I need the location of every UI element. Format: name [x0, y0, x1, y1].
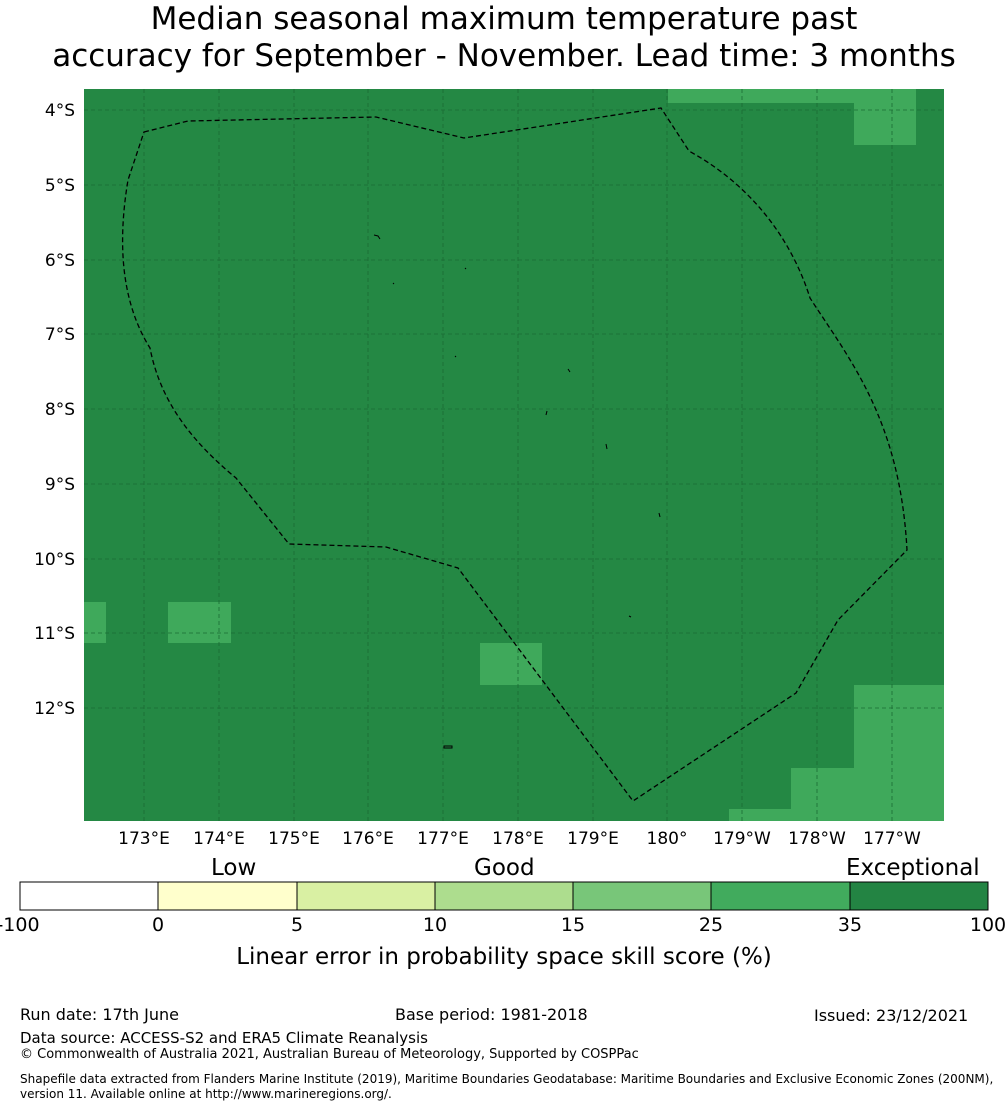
- colorbar-segment: [296, 881, 436, 911]
- eez-boundary: [121, 107, 908, 802]
- island: [464, 267, 467, 270]
- lon-label: 176°E: [342, 829, 394, 849]
- data-source: Data source: ACCESS-S2 and ERA5 Climate …: [20, 1029, 428, 1047]
- lon-label: 180°: [647, 829, 688, 849]
- colorbar-category-low: Low: [211, 855, 257, 881]
- colorbar-tick: 100: [969, 914, 1007, 936]
- lon-label: 173°E: [118, 829, 170, 849]
- colorbar-tick: -100: [0, 914, 40, 936]
- island: [545, 410, 548, 416]
- lat-label: 12°S: [34, 699, 75, 719]
- colorbar-tick: 15: [560, 914, 586, 936]
- lon-label: 177°W: [863, 829, 921, 849]
- skill-patch: [168, 602, 231, 643]
- chart-title-line-2: accuracy for September - November. Lead …: [52, 38, 956, 74]
- skill-patch: [854, 685, 944, 821]
- colorbar-category-good: Good: [474, 855, 535, 881]
- colorbar-tick: 5: [290, 914, 304, 936]
- colorbar-segment: [434, 881, 574, 911]
- island: [658, 512, 661, 518]
- chart-title-line-1: Median seasonal maximum temperature past: [150, 1, 858, 37]
- lat-label: 8°S: [45, 400, 75, 420]
- lat-label: 7°S: [45, 325, 75, 345]
- colorbar-tick: 35: [837, 914, 863, 936]
- base-period: Base period: 1981-2018: [395, 1005, 588, 1024]
- skill-patch: [84, 602, 106, 643]
- colorbar-segment: [572, 881, 712, 911]
- skill-patch: [729, 809, 791, 821]
- skill-patch: [854, 103, 916, 145]
- colorbar-segment: [157, 881, 298, 911]
- lon-label: 179°E: [567, 829, 619, 849]
- colorbar-segment: [19, 881, 159, 911]
- gridlines: [84, 89, 944, 821]
- issued-date: Issued: 23/12/2021: [814, 1006, 969, 1025]
- island: [373, 234, 381, 240]
- lon-label: 178°W: [788, 829, 846, 849]
- lat-label: 11°S: [34, 624, 75, 644]
- lat-label: 10°S: [34, 550, 75, 570]
- colorbar-segment: [710, 881, 851, 911]
- skill-patch: [480, 643, 542, 685]
- colorbar-label: Linear error in probability space skill …: [236, 944, 772, 970]
- lat-label: 4°S: [45, 101, 75, 121]
- lon-label: 175°E: [268, 829, 320, 849]
- lat-label: 6°S: [45, 251, 75, 271]
- islands: [373, 234, 661, 749]
- island: [443, 745, 453, 749]
- lon-label: 178°E: [492, 829, 544, 849]
- lon-label: 179°W: [713, 829, 771, 849]
- colorbar-tick: 10: [422, 914, 448, 936]
- colorbar-tick: 0: [151, 914, 165, 936]
- island: [567, 368, 571, 373]
- colorbar-segment: [849, 881, 989, 911]
- island: [628, 615, 632, 618]
- colorbar-category-exceptional: Exceptional: [846, 855, 980, 881]
- map-figure: 4°S 5°S 6°S 7°S 8°S 9°S 10°S 11°S 12°S 1…: [34, 89, 944, 849]
- shapefile-credit: Shapefile data extracted from Flanders M…: [20, 1072, 994, 1101]
- island: [392, 282, 395, 285]
- colorbar: [19, 881, 989, 911]
- map-area: [84, 89, 944, 821]
- island: [454, 355, 457, 358]
- skill-patch: [791, 768, 854, 821]
- run-date: Run date: 17th June: [20, 1005, 180, 1024]
- lat-label: 5°S: [45, 176, 75, 196]
- skill-patch: [668, 89, 916, 103]
- skill-patches: [84, 89, 944, 821]
- colorbar-tick: 25: [698, 914, 724, 936]
- lon-label: 177°E: [417, 829, 469, 849]
- copyright-notice: © Commonwealth of Australia 2021, Austra…: [20, 1047, 639, 1062]
- lon-label: 174°E: [193, 829, 245, 849]
- lat-label: 9°S: [45, 475, 75, 495]
- island: [605, 443, 608, 450]
